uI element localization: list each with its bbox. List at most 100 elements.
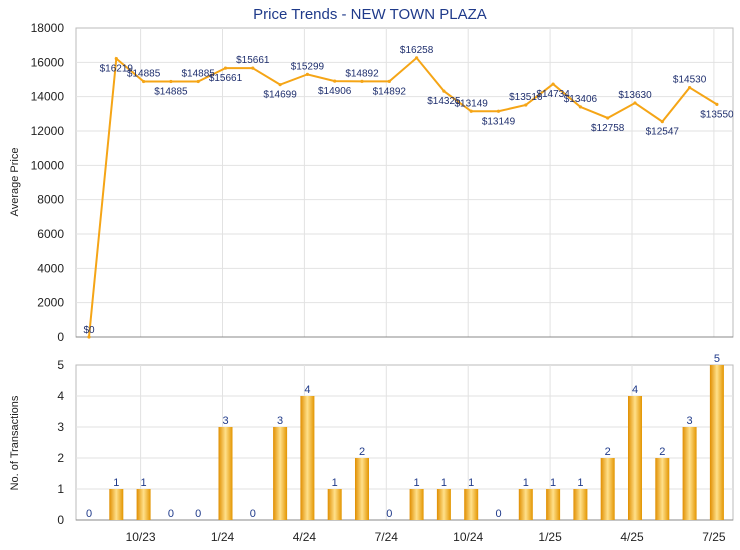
transaction-bar — [327, 489, 342, 520]
transaction-count-label: 1 — [141, 477, 147, 489]
transactions-y-tick: 3 — [57, 420, 64, 434]
chart-title: Price Trends - NEW TOWN PLAZA — [253, 6, 487, 23]
transaction-count-label: 0 — [495, 508, 501, 520]
transactions-y-axis-label: No. of Transactions — [9, 395, 21, 490]
transaction-bar — [409, 489, 424, 520]
price-y-tick: 12000 — [31, 124, 65, 138]
transaction-count-label: 2 — [359, 446, 365, 458]
transaction-bar — [436, 489, 451, 520]
transaction-count-label: 3 — [277, 415, 283, 427]
transaction-bar — [573, 489, 588, 520]
price-point — [551, 82, 555, 86]
price-point — [415, 56, 419, 60]
price-y-axis-label: Average Price — [9, 148, 21, 217]
transaction-count-label: 0 — [250, 508, 256, 520]
transaction-bar — [464, 489, 479, 520]
x-tick-label: 4/24 — [293, 530, 317, 544]
price-point — [469, 109, 473, 113]
price-point — [142, 79, 146, 84]
price-data-label: $14885 — [127, 68, 161, 79]
price-point — [251, 66, 255, 70]
transaction-bar — [518, 489, 533, 520]
price-y-tick: 2000 — [37, 296, 64, 310]
price-data-label: $13630 — [618, 90, 652, 101]
transaction-bar — [300, 396, 315, 520]
price-y-tick: 10000 — [31, 158, 65, 172]
x-tick-label: 4/25 — [620, 530, 644, 544]
x-tick-label: 1/25 — [538, 530, 562, 544]
x-tick-label: 10/23 — [126, 530, 156, 544]
price-y-tick: 6000 — [37, 227, 64, 241]
transaction-count-label: 0 — [386, 508, 392, 520]
x-tick-label: 7/24 — [375, 530, 399, 544]
price-y-tick: 14000 — [31, 90, 65, 104]
price-plot-area — [75, 27, 734, 338]
transaction-bar — [709, 365, 724, 520]
transaction-count-label: 4 — [632, 384, 638, 396]
price-data-label: $14906 — [318, 86, 352, 97]
price-data-label: $13516 — [509, 92, 543, 103]
transaction-bar — [628, 396, 642, 520]
transaction-count-label: 3 — [687, 415, 693, 427]
price-data-label: $14734 — [536, 89, 570, 100]
price-point — [360, 79, 364, 83]
transaction-bar — [682, 427, 697, 520]
price-point — [387, 79, 391, 83]
price-data-label: $13406 — [564, 94, 598, 105]
transaction-bar — [355, 458, 369, 520]
price-data-label: $13149 — [482, 116, 516, 127]
price-series-line — [88, 56, 718, 338]
transaction-count-label: 3 — [222, 415, 228, 427]
x-tick-label: 10/24 — [453, 530, 483, 544]
transaction-count-label: 1 — [332, 477, 338, 489]
price-y-tick: 4000 — [37, 261, 64, 275]
price-point — [333, 79, 337, 83]
transaction-bar — [136, 489, 151, 520]
price-point — [87, 335, 91, 339]
transaction-count-label: 1 — [414, 477, 420, 489]
price-data-label: $13550 — [700, 109, 734, 120]
transactions-y-tick: 5 — [57, 358, 64, 372]
transaction-count-label: 1 — [468, 477, 474, 489]
price-point — [169, 79, 173, 84]
price-data-label: $14699 — [263, 90, 297, 101]
transaction-count-label: 1 — [577, 477, 583, 489]
transaction-bar — [218, 427, 233, 520]
price-point — [633, 101, 637, 105]
transaction-count-label: 1 — [441, 477, 447, 489]
price-data-label: $15299 — [291, 61, 325, 72]
transaction-count-label: 0 — [168, 508, 174, 520]
transaction-count-label: 1 — [523, 477, 529, 489]
transaction-count-label: 2 — [605, 446, 611, 458]
price-y-tick: 8000 — [37, 193, 64, 207]
price-point — [715, 102, 719, 106]
price-y-tick: 0 — [57, 330, 64, 344]
price-point — [223, 66, 228, 70]
price-point — [578, 105, 583, 109]
transaction-count-label: 0 — [86, 508, 92, 520]
price-point — [442, 89, 446, 93]
price-point — [305, 72, 309, 76]
price-data-label: $14530 — [673, 75, 707, 86]
price-data-label: $14892 — [373, 86, 407, 97]
price-data-label: $16258 — [400, 45, 434, 56]
transactions-y-tick: 4 — [57, 389, 64, 403]
transaction-count-label: 5 — [714, 353, 720, 365]
transactions-y-tick: 0 — [57, 513, 64, 527]
price-data-label: $14885 — [182, 68, 216, 79]
transaction-count-label: 1 — [550, 477, 556, 489]
price-point — [114, 56, 118, 61]
price-data-label: $13149 — [455, 98, 489, 109]
price-y-tick: 16000 — [31, 55, 65, 69]
transaction-count-label: 2 — [659, 446, 665, 458]
price-point — [606, 116, 610, 120]
price-point — [278, 83, 282, 87]
price-data-label: $12547 — [646, 127, 680, 138]
transaction-bar — [546, 489, 561, 520]
transaction-bar — [273, 427, 288, 520]
price-data-label: $15661 — [209, 73, 243, 84]
transaction-bar — [109, 489, 124, 520]
transaction-bar — [600, 458, 615, 520]
x-tick-label: 7/25 — [702, 530, 726, 544]
